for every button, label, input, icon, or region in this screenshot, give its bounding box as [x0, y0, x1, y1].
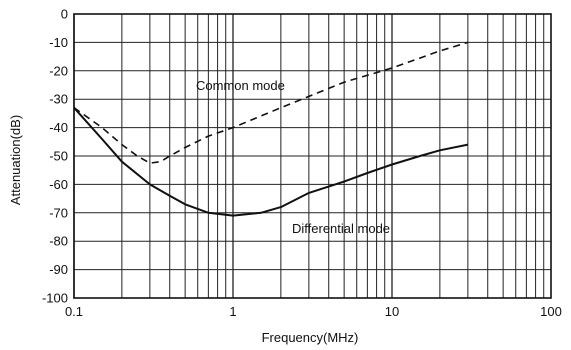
y-axis-title: Attenuation(dB)	[8, 115, 23, 205]
y-tick-label: -90	[49, 262, 68, 277]
grid	[73, 13, 551, 299]
y-tick-label: -50	[49, 149, 68, 164]
y-tick-label: -30	[49, 92, 68, 107]
x-axis-title: Frequency(MHz)	[262, 330, 359, 345]
x-tick-label: 1	[229, 304, 236, 319]
plot-frame	[73, 13, 552, 299]
y-tick-label: -20	[49, 63, 68, 78]
series-line-differential-mode	[73, 107, 469, 217]
y-tick-label: -80	[49, 234, 68, 249]
series-line-common-mode	[73, 41, 469, 164]
annotation-common-mode: Common mode	[196, 78, 285, 93]
y-tick-label: -10	[49, 35, 68, 50]
x-tick-label: 0.1	[65, 304, 83, 319]
y-tick-label: -40	[49, 120, 68, 135]
x-tick-label: 100	[540, 304, 562, 319]
annotation-differential-mode: Differential mode	[292, 221, 390, 236]
y-tick-label: 0	[61, 7, 68, 22]
y-tick-label: -70	[49, 205, 68, 220]
y-tick-label: -60	[49, 177, 68, 192]
series-layer	[73, 41, 469, 217]
y-tick-label: -100	[42, 291, 68, 306]
x-tick-label: 10	[385, 304, 399, 319]
